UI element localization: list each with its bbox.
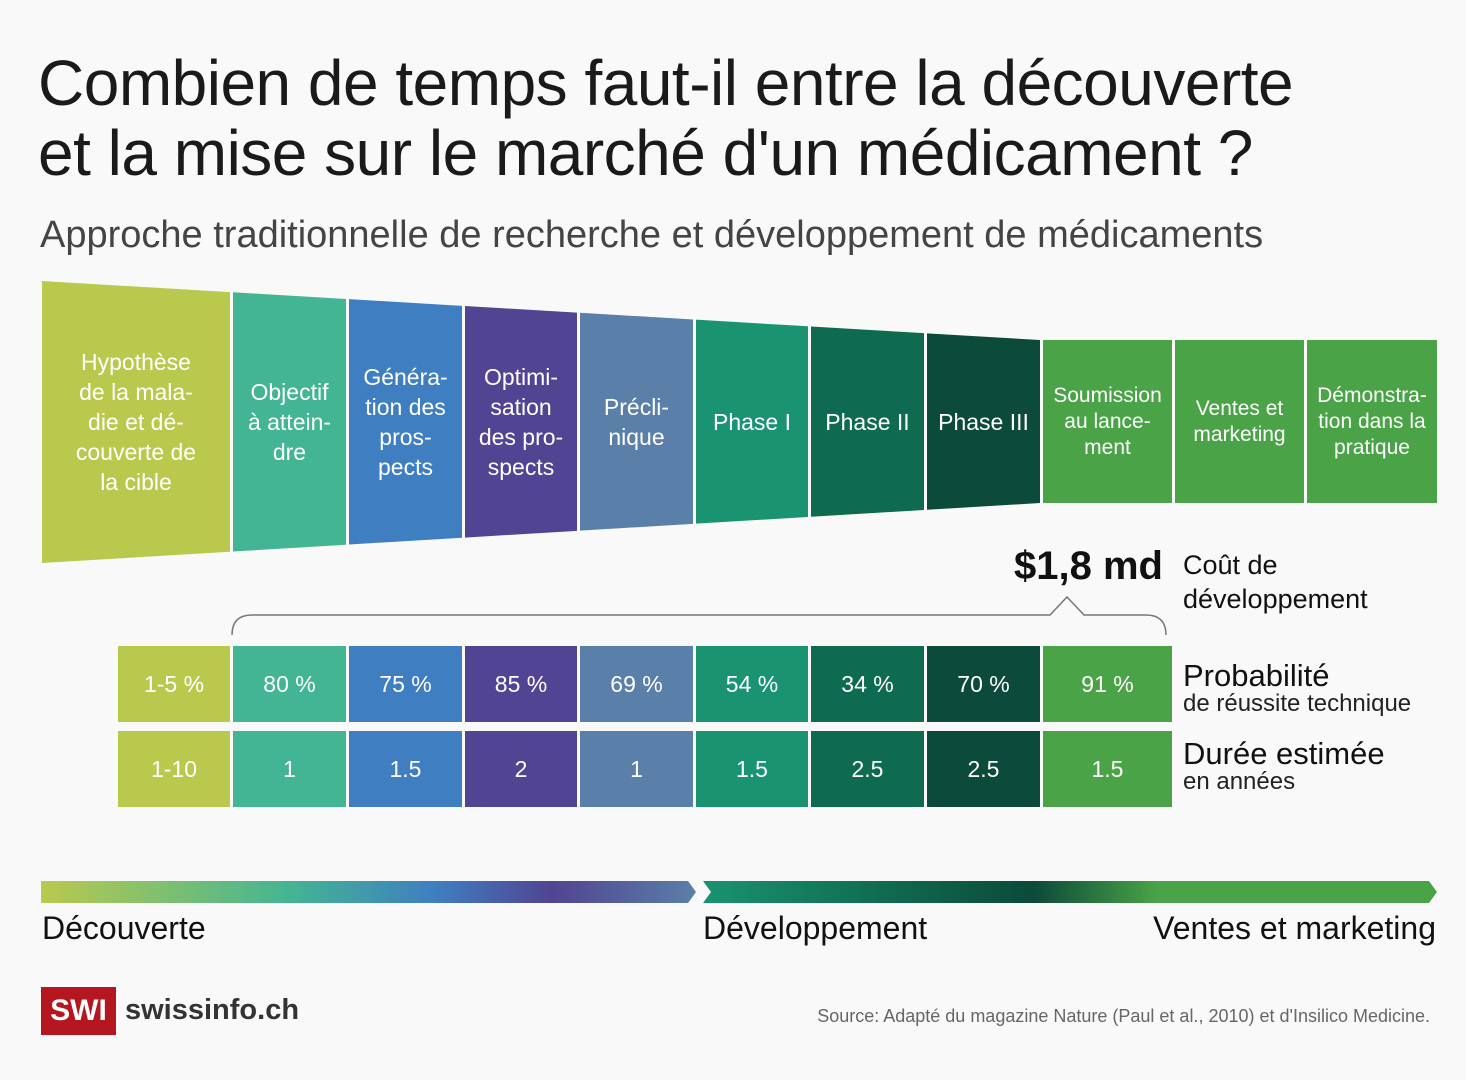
duration-cell: 2 (465, 731, 577, 807)
phase-bar-development (703, 881, 1437, 903)
duration-cell: 2.5 (927, 731, 1040, 807)
duration-cell: 2.5 (811, 731, 924, 807)
stage-label: Phase II (825, 408, 910, 435)
logo-name: swissinfo.ch (125, 994, 300, 1026)
stage-block (811, 326, 924, 517)
stage-label: Soumission au lance- ment (1053, 383, 1162, 459)
duration-cell: 1.5 (349, 731, 462, 807)
stage-label: Précli- nique (603, 393, 670, 450)
subtitle: Approche traditionnelle de recherche et … (40, 214, 1264, 256)
duration-cell: 1-10 (118, 731, 230, 807)
stage-block (1307, 340, 1437, 503)
stage-block (1175, 340, 1304, 503)
stage-block (233, 292, 346, 552)
probability-title: Probabilité (1183, 658, 1330, 693)
duration-cell: 1 (580, 731, 693, 807)
probability-cell: 1-5 % (118, 646, 230, 722)
stage-label: Phase I (713, 408, 791, 435)
probability-cell: 54 % (696, 646, 808, 722)
stage-block (927, 333, 1040, 510)
stage-block (42, 281, 230, 563)
page-title: Combien de temps faut-il entre la découv… (38, 47, 1294, 189)
probability-label: Probabilité de réussite technique (1183, 660, 1411, 716)
probability-cell: 85 % (465, 646, 577, 722)
stage-label: Optimi- sation des pro- spects (478, 363, 564, 480)
cost-brace (231, 595, 1167, 636)
stage-block (349, 299, 462, 545)
duration-subtitle: en années (1183, 768, 1296, 795)
stage-label: Objectif à attein- dre (247, 378, 332, 465)
stage-label: Généra- tion des pros- pects (363, 363, 448, 480)
duration-label: Durée estimée en années (1183, 738, 1385, 794)
stage-label: Phase III (938, 408, 1029, 435)
probability-cell: 75 % (349, 646, 462, 722)
duration-cell: 1.5 (1043, 731, 1172, 807)
probability-cell: 69 % (580, 646, 693, 722)
probability-subtitle: de réussite technique (1183, 690, 1412, 717)
phase-bar-discovery (41, 881, 696, 903)
phase-sales: Ventes et marketing (1153, 910, 1436, 946)
duration-cell: 1.5 (696, 731, 808, 807)
stage-block (696, 319, 808, 524)
stage-block (580, 312, 693, 531)
title-line-1: Combien de temps faut-il entre la découv… (38, 47, 1294, 119)
duration-cell: 1 (233, 731, 346, 807)
stage-block (465, 306, 577, 538)
title-line-2: et la mise sur le marché d'un médicament… (38, 117, 1253, 189)
probability-cell: 34 % (811, 646, 924, 722)
stage-block (1043, 340, 1172, 503)
swi-logo: SWI (41, 987, 116, 1035)
duration-title: Durée estimée (1183, 736, 1385, 771)
probability-cell: 70 % (927, 646, 1040, 722)
stage-label: Hypothèse de la mala- die et dé- couvert… (75, 348, 197, 495)
phase-discovery: Découverte (42, 910, 206, 946)
phase-development: Développement (703, 910, 928, 946)
cost-label: Coût de développement (1183, 550, 1368, 614)
probability-cell: 91 % (1043, 646, 1172, 722)
stage-label: Ventes et marketing (1193, 396, 1286, 446)
cost-value: $1,8 md (1014, 544, 1163, 588)
source-note: Source: Adapté du magazine Nature (Paul … (817, 1006, 1430, 1026)
probability-cell: 80 % (233, 646, 346, 722)
stage-label: Démonstra- tion dans la pratique (1317, 383, 1427, 459)
